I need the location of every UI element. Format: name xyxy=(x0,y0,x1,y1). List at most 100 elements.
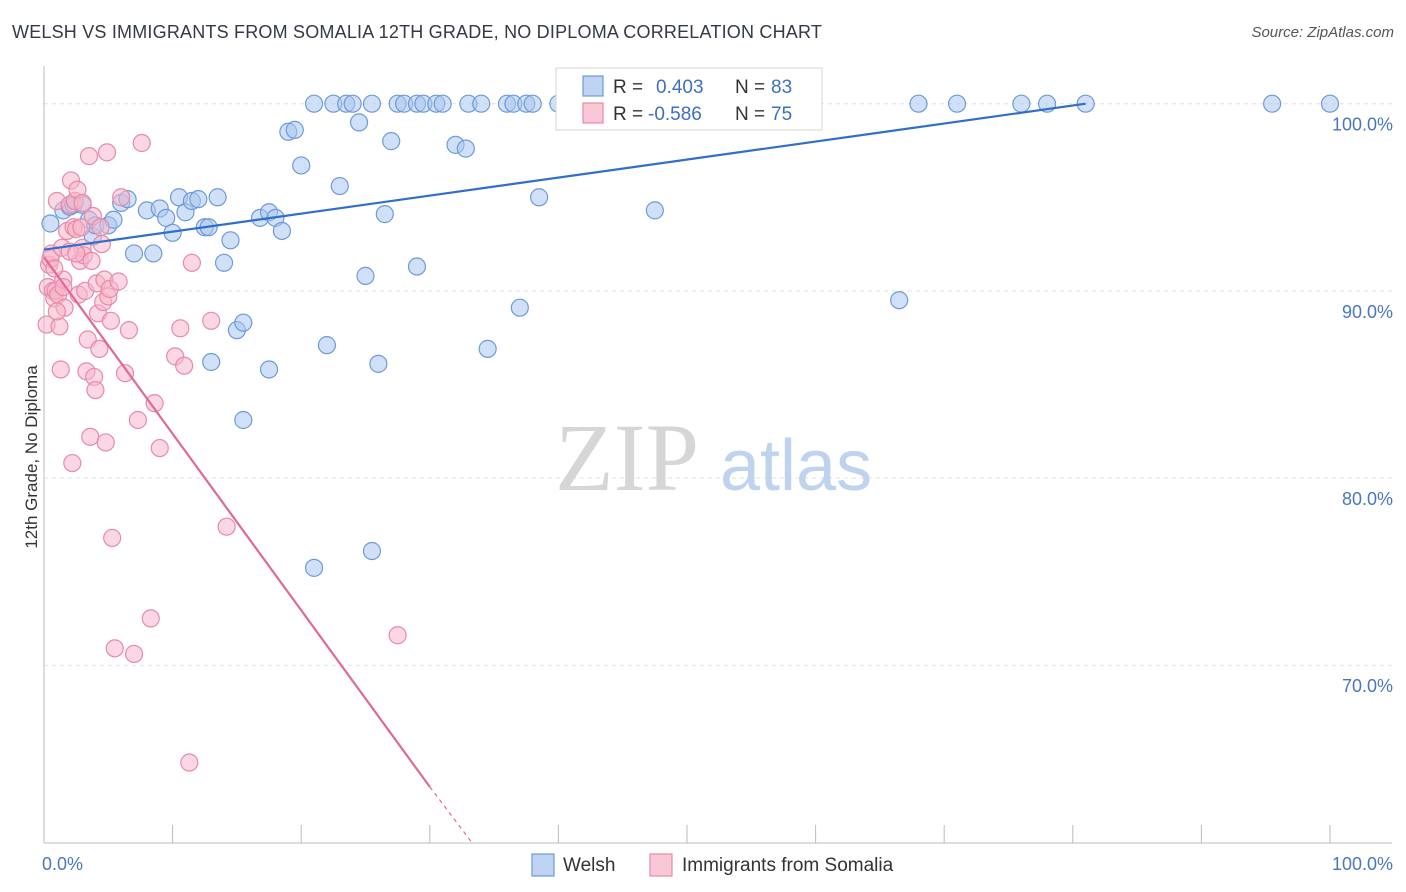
welsh-point xyxy=(478,339,497,358)
stats-legend-n-label: N = xyxy=(735,77,765,98)
welsh-point xyxy=(407,257,427,276)
welsh-point xyxy=(456,139,475,158)
somalia-point xyxy=(54,278,73,297)
somalia-point xyxy=(96,433,115,452)
somalia-point xyxy=(67,244,86,263)
welsh-point xyxy=(1012,94,1031,113)
trend-lines xyxy=(43,102,1086,844)
welsh-point xyxy=(362,541,382,561)
series-somalia-points xyxy=(37,133,407,772)
legend-swatch-somalia xyxy=(649,853,673,877)
welsh-point xyxy=(523,94,542,113)
welsh-point xyxy=(645,201,664,220)
welsh-point xyxy=(510,298,529,317)
welsh-point xyxy=(433,94,452,113)
x-tick-label: 0.0% xyxy=(42,854,83,874)
legend-label-welsh: Welsh xyxy=(563,855,615,876)
legend-swatch-welsh xyxy=(531,853,555,877)
welsh-point xyxy=(890,291,909,310)
somalia-point xyxy=(91,218,110,237)
somalia-point xyxy=(175,356,194,375)
somalia-point xyxy=(97,143,117,162)
welsh-point xyxy=(304,94,324,113)
stats-legend-swatch-somalia xyxy=(582,102,604,124)
welsh-trend-line xyxy=(43,102,1086,251)
somalia-point xyxy=(132,133,151,153)
welsh-point xyxy=(221,231,240,250)
welsh-point xyxy=(1263,94,1282,113)
welsh-point xyxy=(202,352,221,372)
welsh-point xyxy=(317,336,337,355)
y-tick-label: 70.0% xyxy=(1342,676,1393,696)
welsh-point xyxy=(1320,94,1340,113)
somalia-trend-line xyxy=(43,256,431,788)
welsh-point xyxy=(272,221,292,241)
welsh-point xyxy=(189,190,208,209)
somalia-point xyxy=(72,218,91,237)
welsh-point xyxy=(157,208,176,227)
welsh-point xyxy=(234,313,253,332)
y-tick-label: 100.0% xyxy=(1332,115,1393,135)
somalia-point xyxy=(47,302,66,321)
y-axis-title: 12th Grade, No Diploma xyxy=(22,365,41,549)
somalia-point xyxy=(86,380,105,400)
welsh-point xyxy=(330,176,349,196)
welsh-point xyxy=(292,156,311,175)
y-tick-label: 80.0% xyxy=(1342,489,1393,509)
welsh-point xyxy=(349,113,369,132)
bottom-legend: Welsh Immigrants from Somalia xyxy=(531,853,894,877)
stats-legend-r-label: R = xyxy=(613,104,643,125)
welsh-point xyxy=(343,94,362,113)
welsh-point xyxy=(375,205,394,224)
y-tick-labels: 100.0% 90.0% 80.0% 70.0% xyxy=(1332,115,1393,697)
welsh-point xyxy=(472,94,491,113)
somalia-point xyxy=(202,311,221,330)
x-tick-labels: 0.0% 100.0% xyxy=(42,854,1393,874)
welsh-point xyxy=(909,94,928,113)
somalia-point xyxy=(150,438,169,458)
stats-legend: R = 0.403 N = 83 R = -0.586 N = 75 xyxy=(555,67,823,131)
somalia-point xyxy=(112,188,131,207)
legend-label-somalia: Immigrants from Somalia xyxy=(682,855,894,876)
somalia-point xyxy=(51,360,70,379)
somalia-point xyxy=(128,410,147,430)
somalia-point xyxy=(124,644,144,664)
stats-legend-swatch-welsh xyxy=(582,75,604,97)
stats-legend-n-value: 83 xyxy=(771,77,792,98)
axes xyxy=(43,66,1392,844)
source-label: Source: ZipAtlas.com xyxy=(1251,24,1394,41)
welsh-point xyxy=(369,354,388,373)
welsh-point xyxy=(41,214,60,233)
stats-legend-n-value: 75 xyxy=(771,104,792,125)
welsh-point xyxy=(214,253,234,272)
somalia-point xyxy=(103,528,122,548)
somalia-point xyxy=(217,517,236,536)
welsh-point xyxy=(124,244,144,263)
watermark: ZIP atlas xyxy=(555,404,872,511)
somalia-point xyxy=(109,272,128,291)
somalia-point xyxy=(141,609,160,628)
stats-legend-n-label: N = xyxy=(735,104,765,125)
somalia-point xyxy=(145,394,164,413)
welsh-point xyxy=(285,120,304,139)
somalia-trend-extension xyxy=(429,786,473,844)
somalia-point xyxy=(119,321,138,340)
somalia-point xyxy=(82,251,101,271)
somalia-point xyxy=(50,317,69,336)
x-tick-label: 100.0% xyxy=(1332,854,1393,874)
somalia-point xyxy=(92,234,111,254)
somalia-point xyxy=(81,427,100,446)
somalia-point xyxy=(73,193,92,212)
welsh-point xyxy=(144,244,163,263)
welsh-point xyxy=(947,94,967,113)
gridlines xyxy=(44,103,1392,666)
chart-title: WELSH VS IMMIGRANTS FROM SOMALIA 12TH GR… xyxy=(12,22,823,42)
welsh-point xyxy=(234,410,253,430)
somalia-point xyxy=(79,146,99,166)
somalia-point xyxy=(115,364,135,383)
somalia-point xyxy=(63,453,82,473)
stats-legend-r-label: R = xyxy=(613,77,643,98)
watermark-zip: ZIP xyxy=(555,404,699,511)
welsh-point xyxy=(208,188,227,207)
